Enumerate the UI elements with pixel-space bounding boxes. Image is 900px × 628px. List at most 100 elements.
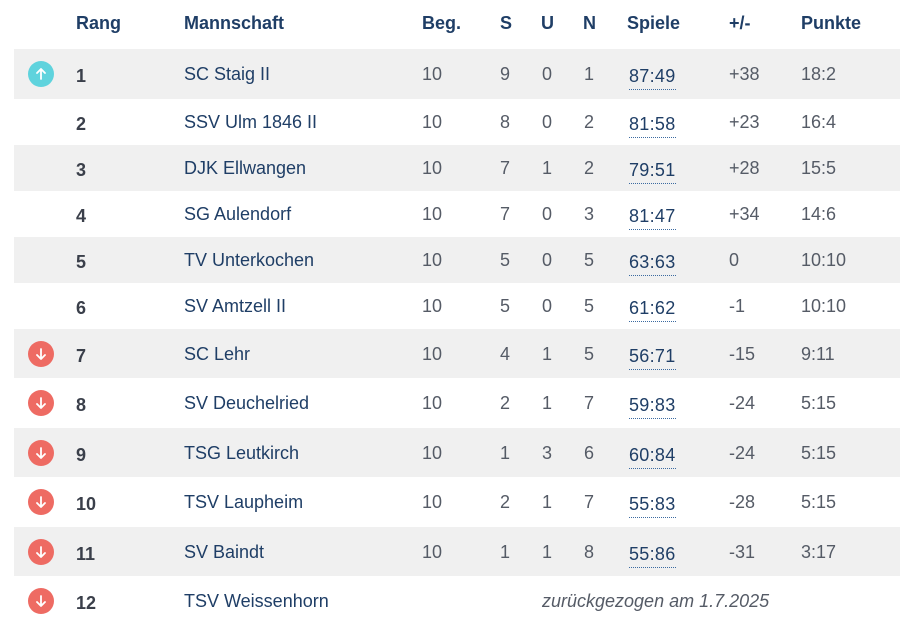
goal-diff-cell: 0 bbox=[729, 250, 740, 270]
losses-cell: 7 bbox=[584, 492, 595, 512]
points-cell: 16:4 bbox=[801, 112, 837, 132]
spiele-cell: 55:86 bbox=[629, 543, 676, 568]
wins-cell: 4 bbox=[500, 343, 511, 364]
table-header: Rang Mannschaft Beg. S U N Spiele +/- Pu… bbox=[14, 0, 900, 49]
draws-cell: 0 bbox=[542, 204, 553, 224]
wins-cell: 2 bbox=[500, 492, 511, 512]
spiele-score-link[interactable]: 87:49 bbox=[629, 66, 676, 90]
spiele-cell: 55:83 bbox=[629, 494, 676, 518]
wins-cell: 7 bbox=[500, 204, 511, 224]
table-row: 7 SC Lehr 10 4 1 5 56:71 -15 9:11 bbox=[14, 329, 900, 378]
header-diff[interactable]: +/- bbox=[729, 13, 751, 33]
games-played-cell: 10 bbox=[422, 296, 443, 316]
games-played-cell: 10 bbox=[422, 492, 443, 512]
rank-cell: 4 bbox=[76, 206, 87, 226]
goal-diff-cell: -1 bbox=[729, 296, 746, 316]
spiele-score-link[interactable]: 61:62 bbox=[629, 298, 676, 322]
goal-diff-cell: -31 bbox=[729, 541, 756, 562]
losses-cell: 2 bbox=[584, 112, 595, 132]
losses-cell: 3 bbox=[584, 204, 595, 224]
team-name-link[interactable]: SV Baindt bbox=[184, 541, 265, 562]
rank-cell: 12 bbox=[76, 593, 97, 613]
league-table: Rang Mannschaft Beg. S U N Spiele +/- Pu… bbox=[14, 0, 900, 626]
draws-cell: 1 bbox=[542, 541, 553, 562]
losses-cell: 8 bbox=[584, 541, 595, 562]
table-row: 11 SV Baindt 10 1 1 8 55:86 -31 3:17 bbox=[14, 527, 900, 576]
header-s[interactable]: S bbox=[500, 13, 513, 33]
spiele-score-link[interactable]: 81:58 bbox=[629, 114, 676, 138]
rank-cell: 3 bbox=[76, 160, 87, 180]
losses-cell: 6 bbox=[584, 442, 595, 463]
header-u[interactable]: U bbox=[541, 13, 554, 33]
team-name-link[interactable]: SC Lehr bbox=[184, 343, 251, 364]
wins-cell: 1 bbox=[500, 541, 511, 562]
header-rang[interactable]: Rang bbox=[76, 13, 121, 33]
spiele-score-link[interactable]: 59:83 bbox=[629, 395, 676, 419]
spiele-cell: 81:58 bbox=[629, 114, 676, 138]
header-beg[interactable]: Beg. bbox=[422, 13, 462, 33]
draws-cell: 0 bbox=[542, 296, 553, 316]
team-name-link[interactable]: SSV Ulm 1846 II bbox=[184, 112, 318, 132]
draws-cell: 0 bbox=[542, 64, 553, 84]
spiele-cell: 60:84 bbox=[629, 444, 676, 469]
table-row: 4 SG Aulendorf 10 7 0 3 81:47 +34 14:6 bbox=[14, 191, 900, 237]
spiele-cell: 61:62 bbox=[629, 298, 676, 322]
rank-cell: 2 bbox=[76, 114, 87, 134]
losses-cell: 5 bbox=[584, 343, 595, 364]
team-name-link[interactable]: TV Unterkochen bbox=[184, 250, 315, 270]
wins-cell: 8 bbox=[500, 112, 511, 132]
goal-diff-cell: -24 bbox=[729, 393, 756, 413]
header-spiele[interactable]: Spiele bbox=[627, 13, 681, 33]
points-cell: 9:11 bbox=[801, 343, 835, 364]
team-name-link[interactable]: SC Staig II bbox=[184, 64, 271, 84]
goal-diff-cell: -28 bbox=[729, 492, 756, 512]
spiele-score-link[interactable]: 81:47 bbox=[629, 206, 676, 230]
rank-cell: 8 bbox=[76, 395, 87, 415]
spiele-score-link[interactable]: 63:63 bbox=[629, 252, 676, 276]
team-name-link[interactable]: TSV Weissenhorn bbox=[184, 591, 329, 611]
rank-cell: 6 bbox=[76, 298, 87, 318]
games-played-cell: 10 bbox=[422, 204, 443, 224]
games-played-cell: 10 bbox=[422, 393, 443, 413]
team-name-link[interactable]: SG Aulendorf bbox=[184, 204, 292, 224]
arrow-down-icon bbox=[28, 439, 54, 466]
team-name-link[interactable]: TSG Leutkirch bbox=[184, 442, 300, 463]
rank-cell: 9 bbox=[76, 444, 87, 465]
games-played-cell: 10 bbox=[422, 250, 443, 270]
wins-cell: 5 bbox=[500, 250, 511, 270]
table-row: 10 TSV Laupheim 10 2 1 7 55:83 -28 5:15 bbox=[14, 477, 900, 527]
spiele-cell: 59:83 bbox=[629, 395, 676, 419]
header-mannschaft[interactable]: Mannschaft bbox=[184, 13, 285, 33]
points-cell: 14:6 bbox=[801, 204, 837, 224]
team-name-link[interactable]: SV Deuchelried bbox=[184, 393, 310, 413]
points-cell: 10:10 bbox=[801, 250, 847, 270]
spiele-cell: 63:63 bbox=[629, 252, 676, 276]
rank-cell: 11 bbox=[76, 543, 96, 564]
rank-cell: 10 bbox=[76, 494, 97, 514]
spiele-score-link[interactable]: 56:71 bbox=[629, 345, 676, 370]
table-row: 8 SV Deuchelried 10 2 1 7 59:83 -24 5:15 bbox=[14, 378, 900, 428]
spiele-score-link[interactable]: 55:83 bbox=[629, 494, 676, 518]
rank-cell: 1 bbox=[76, 66, 87, 86]
wins-cell: 9 bbox=[500, 64, 511, 84]
games-played-cell: 10 bbox=[422, 112, 443, 132]
table-row: 12 TSV Weissenhorn zurückgezogen am 1.7.20… bbox=[14, 576, 900, 626]
spiele-score-link[interactable]: 79:51 bbox=[629, 160, 676, 184]
header-punkte[interactable]: Punkte bbox=[801, 13, 862, 33]
team-name-link[interactable]: SV Amtzell II bbox=[184, 296, 287, 316]
points-cell: 5:15 bbox=[801, 393, 837, 413]
losses-cell: 7 bbox=[584, 393, 595, 413]
draws-cell: 1 bbox=[542, 343, 553, 364]
withdrawn-note: zurückgezogen am 1.7.2025 bbox=[542, 591, 770, 611]
team-name-link[interactable]: TSV Laupheim bbox=[184, 492, 304, 512]
games-played-cell: 10 bbox=[422, 158, 443, 178]
spiele-cell: 56:71 bbox=[629, 345, 676, 370]
team-name-link[interactable]: DJK Ellwangen bbox=[184, 158, 307, 178]
goal-diff-cell: +28 bbox=[729, 158, 760, 178]
points-cell: 3:17 bbox=[801, 541, 837, 562]
wins-cell: 7 bbox=[500, 158, 511, 178]
header-n[interactable]: N bbox=[583, 13, 596, 33]
spiele-score-link[interactable]: 55:86 bbox=[629, 543, 676, 568]
spiele-score-link[interactable]: 60:84 bbox=[629, 444, 676, 469]
table-body: 1 SC Staig II 10 9 0 1 87:49 +38 18:2 2 SSV Ulm 18… bbox=[14, 49, 900, 626]
